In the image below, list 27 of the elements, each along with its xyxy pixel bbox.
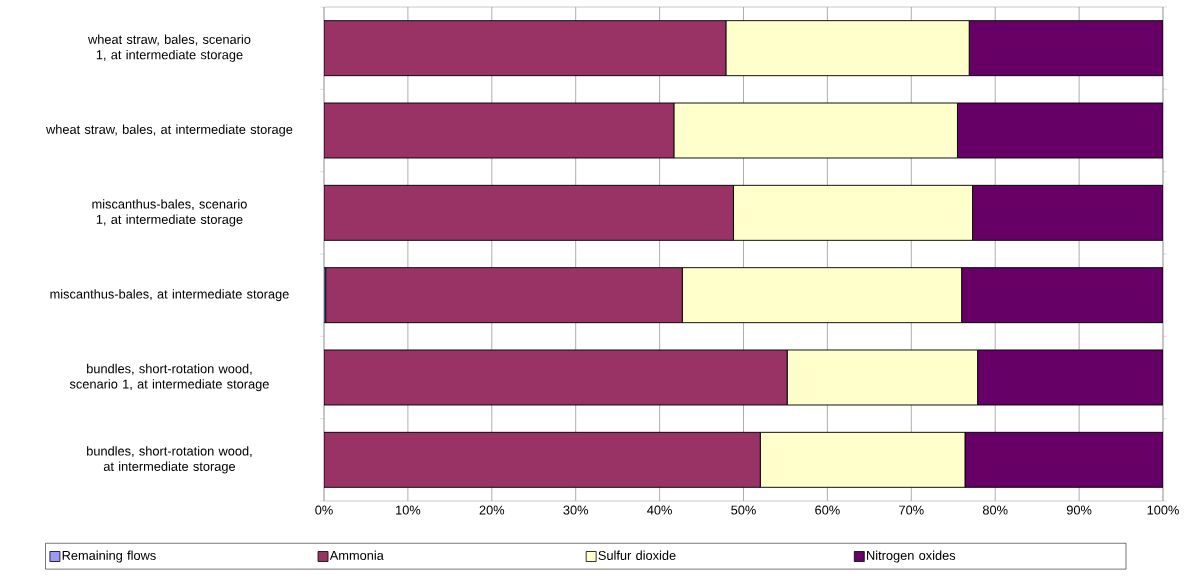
bar [972,184,1163,241]
x-tick-label: 0% [315,505,333,515]
bar [977,349,1163,406]
y-tick-label: wheat straw, bales, scenario 1, at intermediate storage [87,34,251,62]
legend-label: Remaining flows [62,550,156,563]
bar [964,431,1163,488]
y-tick-label: miscanthus-bales, at intermediate storage [50,289,289,302]
bar [961,267,1163,324]
x-tick-label: 40% [647,505,672,515]
bar [956,102,1163,159]
x-tick-label: 10% [396,505,421,515]
x-tick-label: 100% [1147,505,1179,515]
legend-label: Sulfur dioxide [598,550,676,560]
y-tick-label: miscanthus-bales, scenario 1, at intermediate storage [92,199,247,227]
x-tick-label: 90% [1066,505,1092,515]
y-tick-label: bundles, short-rotation wood, at intermediate storage [87,446,252,474]
legend-label: Ammonia [329,550,384,560]
y-tick-label: bundles, short-rotation wood, scenario 1, at intermediate storage [69,363,269,392]
x-tick-label: 30% [563,505,589,515]
x-tick-label: 70% [899,505,924,515]
x-tick-label: 80% [982,505,1008,515]
bar [968,20,1163,77]
legend-label: Nitrogen oxides [867,550,956,563]
y-tick-label: wheat straw, bales, at intermediate storage [46,124,293,137]
x-tick-label: 50% [731,505,756,515]
x-tick-label: 60% [815,505,840,515]
x-tick-label: 20% [479,505,505,515]
